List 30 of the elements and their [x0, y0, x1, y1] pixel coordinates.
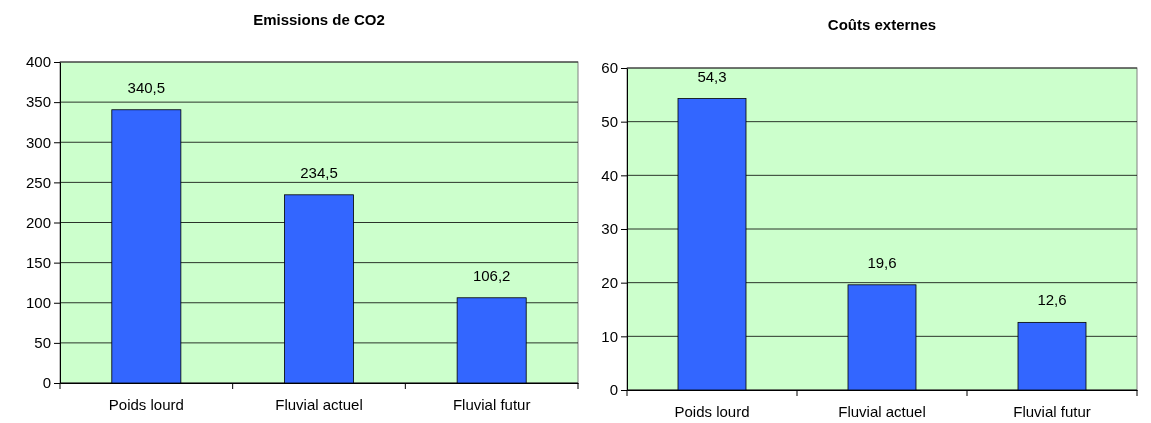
y-tick-label: 350	[25, 93, 51, 111]
x-tick-label: Fluvial actuel	[275, 395, 363, 413]
y-tick-label: 50	[34, 334, 51, 352]
chart-title: Emissions de CO2	[253, 11, 385, 28]
x-tick-label: Fluvial actuel	[838, 402, 926, 420]
y-tick-label: 200	[25, 213, 51, 231]
y-tick-label: 250	[25, 173, 51, 191]
y-tick-label: 30	[601, 220, 618, 238]
chart-title: Coûts externes	[827, 16, 937, 33]
y-tick-label: 50	[601, 112, 618, 130]
y-tick-label: 20	[601, 273, 618, 291]
y-tick-label: 0	[42, 374, 51, 392]
x-tick-label: Fluvial futur	[1013, 402, 1091, 420]
data-label: 12,6	[1037, 291, 1067, 309]
y-tick-label: 60	[601, 59, 618, 77]
x-tick-label: Poids lourd	[108, 395, 184, 413]
y-tick-label: 300	[25, 133, 51, 151]
data-label: 106,2	[472, 266, 511, 284]
y-tick-label: 150	[25, 253, 51, 271]
y-tick-label: 10	[601, 327, 618, 345]
y-tick-label: 400	[25, 53, 51, 71]
x-tick-label: Poids lourd	[674, 402, 750, 420]
data-label: 19,6	[867, 253, 897, 271]
data-label: 234,5	[300, 163, 338, 181]
data-label: 54,3	[697, 67, 727, 85]
y-tick-label: 40	[601, 166, 618, 184]
y-tick-label: 0	[609, 381, 618, 399]
x-tick-label: Fluvial futur	[452, 395, 531, 413]
y-tick-label: 100	[25, 294, 51, 312]
data-label: 340,5	[127, 78, 166, 96]
